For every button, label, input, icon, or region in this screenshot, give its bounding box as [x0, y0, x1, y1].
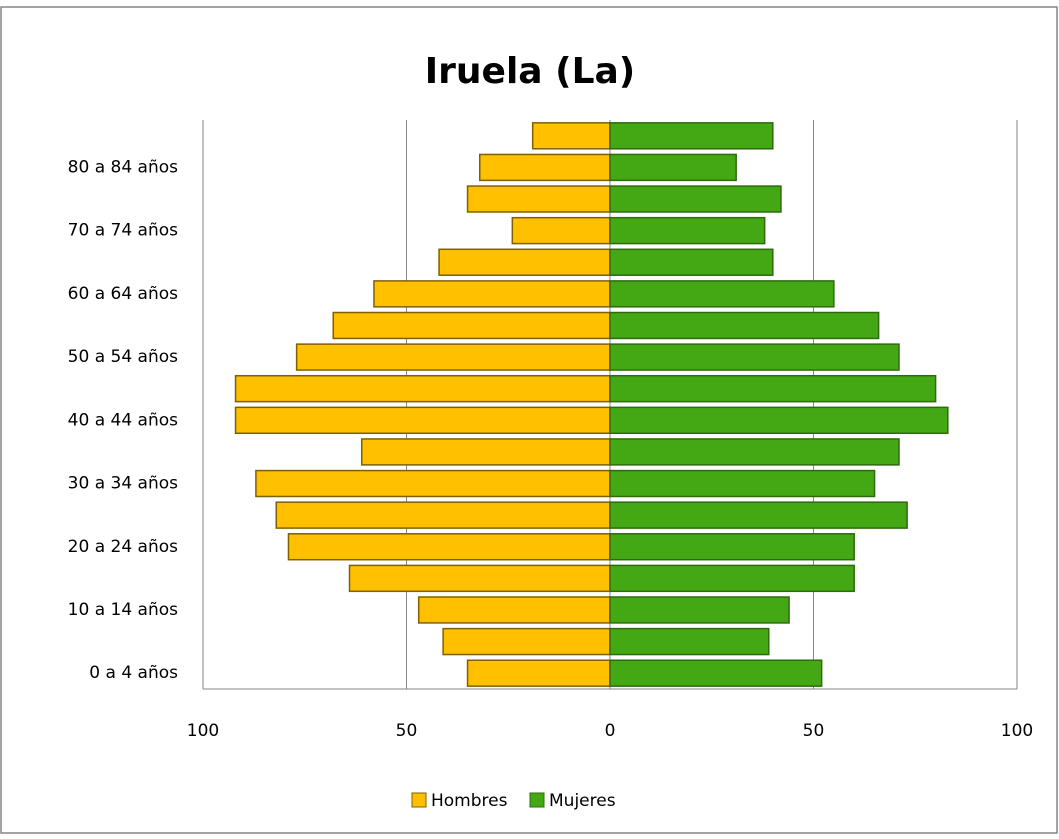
bar [531, 122, 611, 150]
bar [348, 564, 611, 593]
bar [609, 311, 880, 340]
bar [417, 596, 611, 624]
legend-label: Hombres [431, 791, 508, 811]
bar [609, 469, 876, 498]
bar [255, 469, 611, 498]
bar [479, 153, 611, 182]
bar [287, 533, 611, 561]
x-tick-label: 100 [187, 721, 219, 741]
y-tick-label: 20 a 24 años [68, 537, 178, 557]
bar [609, 374, 937, 403]
bar [234, 374, 611, 403]
bar [609, 343, 900, 371]
y-tick-label: 70 a 74 años [68, 221, 178, 241]
bar [295, 343, 611, 371]
bar [373, 280, 611, 308]
bar [609, 248, 774, 276]
chart-title: Iruela (La) [425, 51, 636, 92]
bar [609, 627, 770, 656]
y-tick-label: 30 a 34 años [68, 474, 178, 494]
bar [609, 216, 766, 245]
bar [609, 153, 737, 182]
bar [438, 248, 611, 276]
bar [511, 216, 611, 245]
bar [609, 122, 774, 150]
bar [609, 438, 900, 466]
y-tick-label: 0 a 4 años [89, 663, 178, 683]
bar [466, 659, 611, 687]
x-tick-label: 50 [396, 721, 418, 741]
y-tick-label: 10 a 14 años [68, 600, 178, 620]
bar [609, 406, 949, 435]
bar [275, 501, 611, 529]
bar [442, 627, 611, 656]
bar [234, 406, 611, 435]
bar [609, 185, 782, 213]
legend-swatch [411, 792, 427, 808]
bar [609, 596, 790, 624]
y-tick-label: 80 a 84 años [68, 157, 178, 177]
bar [466, 185, 611, 213]
x-tick-label: 0 [605, 721, 616, 741]
bar [360, 438, 611, 466]
bar [609, 533, 855, 561]
x-tick-label: 50 [803, 721, 825, 741]
bar [332, 311, 611, 340]
y-tick-label: 40 a 44 años [68, 410, 178, 430]
y-tick-label: 50 a 54 años [68, 347, 178, 367]
x-tick-label: 100 [1001, 721, 1033, 741]
bar [609, 280, 835, 308]
bar [609, 564, 855, 593]
bar [609, 659, 823, 687]
legend-swatch [529, 792, 545, 808]
legend-label: Mujeres [549, 791, 616, 811]
bar [609, 501, 908, 529]
y-tick-label: 60 a 64 años [68, 284, 178, 304]
